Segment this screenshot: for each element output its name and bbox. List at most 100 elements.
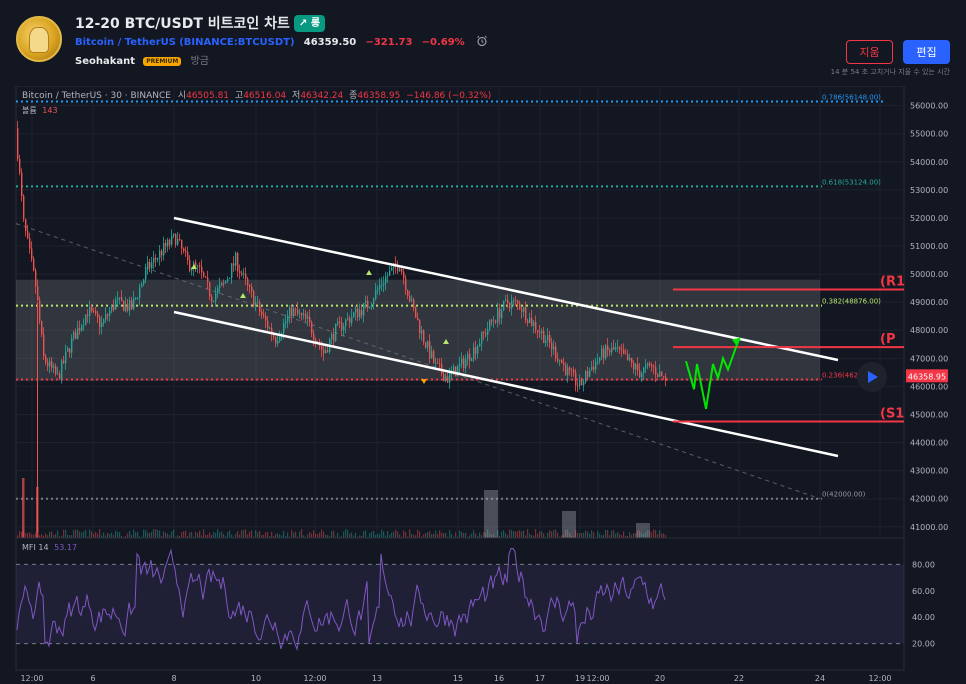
candle-body [625, 353, 627, 355]
candle-body [147, 261, 149, 270]
candle-body [45, 356, 47, 363]
volume-bar [155, 529, 157, 538]
volume-bar [523, 530, 525, 538]
volume-bar [573, 536, 575, 538]
candle-body [421, 330, 423, 334]
candle-body [397, 266, 399, 272]
replay-button[interactable] [857, 362, 887, 392]
volume-bar [431, 533, 433, 538]
volume-bar [95, 532, 97, 538]
candle-body [583, 381, 585, 386]
candle-body [447, 376, 449, 383]
volume-bar [337, 532, 339, 538]
volume-bar [207, 534, 209, 538]
volume-bar [113, 535, 115, 538]
volume-bar [49, 531, 51, 538]
candle-body [505, 299, 507, 301]
candle-body [259, 302, 261, 312]
volume-bar [77, 529, 79, 538]
candle-body [307, 316, 309, 319]
candle-body [19, 158, 21, 173]
volume-bar [201, 535, 203, 538]
candle-body [305, 314, 307, 319]
candle-body [255, 302, 257, 307]
volume-bar [327, 535, 329, 538]
play-icon [868, 371, 878, 383]
author-avatar[interactable] [16, 16, 62, 62]
volume-bar [483, 532, 485, 538]
legend-close-label: 종 [349, 90, 357, 101]
candle-body [357, 308, 359, 318]
volume-bar [371, 531, 373, 538]
candle-body [197, 265, 199, 267]
candle-body [141, 284, 143, 288]
publish-time: 방금 [190, 56, 209, 67]
candle-body [391, 267, 393, 271]
volume-bar [515, 531, 517, 538]
candle-body [579, 379, 581, 386]
volume-bar [435, 530, 437, 538]
volume-bar [223, 533, 225, 538]
candle-body [159, 250, 161, 259]
volume-bar [481, 535, 483, 538]
fib-label: 0.236(46245.00) [822, 372, 881, 380]
candle-body [539, 332, 541, 333]
candle-body [271, 327, 273, 335]
price-axis[interactable]: 41000.00 42000.00 43000.00 44000.00 45000.00… [910, 102, 948, 532]
volume-bar [575, 530, 577, 538]
candle-body [117, 298, 119, 300]
volume-bar [493, 534, 495, 538]
candle-body [487, 329, 489, 335]
volume-bar [507, 534, 509, 538]
volume-bar [121, 535, 123, 538]
candle-body [77, 327, 79, 340]
candle-body [343, 326, 345, 331]
volume-bar [193, 536, 195, 538]
volume-bar [341, 536, 343, 538]
edit-button[interactable]: 편집 [903, 40, 950, 64]
candle-body [37, 286, 39, 301]
candle-body [477, 346, 479, 354]
descending-channel[interactable] [173, 216, 839, 458]
volume-bar [437, 534, 439, 538]
volume-bar [631, 534, 633, 538]
delete-button[interactable]: 지움 [846, 40, 893, 64]
projection-path[interactable] [685, 341, 739, 410]
time-axis[interactable]: 12:00 6 8 10 12:00 13 15 16 17 19 12:00 20 22 24 12:00 [20, 674, 891, 683]
price-chart[interactable]: 0.786(56148.00) 0.618(53124.00) 0.382(4887… [0, 86, 966, 684]
exchange-link[interactable]: (BINANCE:BTCUSDT) [179, 37, 295, 48]
candle-body [525, 307, 527, 321]
legend-close: 46358.95 [357, 91, 400, 101]
volume-bar [401, 536, 403, 538]
volume-bar [53, 534, 55, 538]
candle-body [339, 321, 341, 323]
candle-body [31, 248, 33, 259]
candle-body [415, 307, 417, 318]
volume-spike [636, 523, 650, 538]
candle-body [331, 334, 333, 340]
volume-bar [339, 536, 341, 538]
volume-bar [251, 530, 253, 538]
candle-body [363, 303, 365, 316]
candle-body [17, 128, 19, 159]
candle-body [537, 330, 539, 333]
symbol-link[interactable]: Bitcoin / TetherUS [75, 37, 177, 48]
volume-bar [195, 531, 197, 538]
candle-body [561, 359, 563, 364]
alarm-clock-icon[interactable] [476, 35, 488, 50]
author-name[interactable]: Seohakant [75, 56, 136, 67]
candle-body [245, 273, 247, 279]
candle-body [151, 262, 153, 269]
volume-bar [427, 531, 429, 538]
price-tick-label: 53000.00 [910, 186, 948, 195]
volume-bar [131, 535, 133, 538]
svg-text:Bitcoin / TetherUS · 30 · BINA: Bitcoin / TetherUS · 30 · BINANCE 시46505… [22, 90, 491, 101]
candle-body [619, 347, 621, 350]
volume-bar [89, 529, 91, 538]
volume-bar [487, 529, 489, 538]
candle-body [47, 362, 49, 367]
support-resistance-levels[interactable]: (R1 (P (S1 [673, 275, 905, 423]
candle-body [309, 316, 311, 323]
volume-bar [607, 529, 609, 538]
candle-body [607, 345, 609, 351]
